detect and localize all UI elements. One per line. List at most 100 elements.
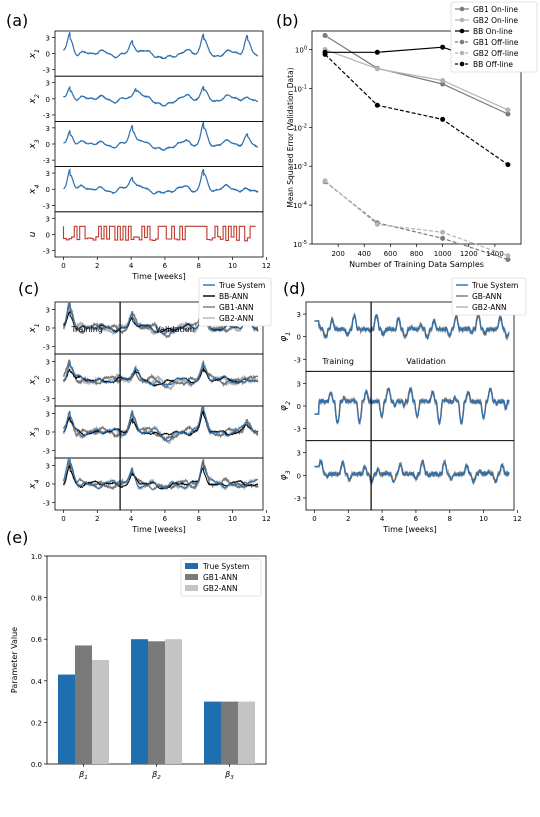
legend-entry: BB On-line [473,27,513,36]
y-tick-label: 3 [297,450,301,458]
true-system-line [63,85,259,107]
y-tick-label: -3 [43,67,50,75]
true-system-line [63,168,259,195]
panel-label-b: (b) [276,11,299,30]
gb2-ann-line [62,360,259,391]
subplot-frame [305,370,515,442]
legend-entry: True System [218,281,265,290]
y-axis-label: φ2 [279,401,292,411]
y-tick-label: 0 [46,481,50,489]
input-signal-line [62,225,256,242]
x-tick-label: 4 [380,515,385,523]
data-point [374,102,380,108]
y-axis-label: x1 [28,49,41,59]
y-tick-label: 0 [297,334,301,342]
data-point [440,116,446,122]
x-tick-label: 600 [384,250,397,258]
y-tick-label: 10-4 [293,201,307,210]
chart-d: 3 0 -3 φ1 3 0 -3 φ2 3 0 -3 φ3 0 2 4 6 8 10 12 Time [weeks] T… [279,277,527,534]
y-tick-label: 0.8 [31,595,42,603]
legend-entry: BB-ANN [219,292,248,301]
legend-swatch [185,585,198,591]
legend-swatch [185,574,198,580]
training-label: Training [321,357,354,366]
validation-label: Validation [155,325,195,334]
bar [58,674,75,764]
subplot-frame [54,75,264,122]
y-tick-label: 3 [46,170,50,178]
bar [131,639,148,764]
bb-ann-line [63,464,259,490]
series-group [62,225,256,242]
x-tick-label: 6 [163,515,168,523]
subplot-frame [54,211,264,258]
y-tick-label: -3 [43,112,50,120]
y-tick-label: 100 [295,46,307,55]
bar [148,641,165,764]
series-group [62,458,259,492]
legend-marker [459,50,465,56]
x-tick-label: 0 [61,262,65,270]
x-tick-label: 8 [197,515,201,523]
y-tick-label: 3 [46,410,50,418]
series-group [314,385,510,426]
data-point [505,107,511,113]
data-point [505,253,511,259]
bar [204,701,221,764]
x-tick-label: 6 [414,515,419,523]
chart-b: 100 10-1 10-2 10-3 10-4 10-5 200 400 600 800 1000 1… [286,1,538,269]
data-point [440,78,446,84]
legend-entry: GB1-ANN [203,573,238,582]
data-point [322,178,328,184]
y-tick-label: 3 [297,380,301,388]
y-tick-label: 3 [46,34,50,42]
true-system-line [62,32,259,60]
legend-box [198,277,272,327]
data-point [322,32,328,38]
training-label: Training [70,325,103,334]
y-tick-label: 0.4 [31,678,43,686]
true-system-line [63,121,258,151]
x-tick-label: β1 [78,770,88,781]
data-point [440,81,446,87]
series-group [62,32,259,60]
x-tick-label: 8 [197,262,201,270]
bar [221,701,238,764]
y-axis-label: x2 [28,375,41,385]
legend-marker [459,17,465,23]
series-group [63,168,259,195]
legend-box [180,558,262,597]
y-tick-label: 10-1 [293,84,307,93]
x-tick-label: 10 [228,515,237,523]
y-axis-label: x3 [28,427,41,437]
series-group [63,85,259,107]
x-axis-label: Time [weeks] [131,272,186,281]
y-tick-label: 3 [46,215,50,223]
series-line [324,181,509,261]
data-point [505,111,511,117]
x-tick-label: 1200 [460,250,478,258]
x-tick-label: 2 [95,515,99,523]
y-tick-label: 3 [46,306,50,314]
chart-e: 0.0 0.2 0.4 0.6 0.8 1.0 Parameter Value β1 β2 β3 T… [10,553,267,781]
x-tick-label: 2 [346,515,350,523]
data-point [440,44,446,50]
x-tick-label: 0 [61,515,65,523]
data-point [322,51,328,57]
panel-label-e: (e) [6,528,28,547]
y-tick-label: -3 [294,495,301,503]
gb1-ann-line [63,406,259,442]
series-group [314,458,510,487]
data-point [374,49,380,55]
legend-entry: GB2 On-line [473,16,518,25]
x-axis-label: Time [weeks] [131,525,186,534]
y-axis-label: x4 [28,185,41,195]
y-tick-label: 3 [46,125,50,133]
x-tick-label: 10 [479,515,488,523]
x-tick-label: 4 [129,262,134,270]
y-axis-label: Parameter Value [10,627,19,693]
y-tick-label: 0 [297,403,301,411]
series-group [63,121,258,151]
x-tick-label: 1000 [434,250,452,258]
